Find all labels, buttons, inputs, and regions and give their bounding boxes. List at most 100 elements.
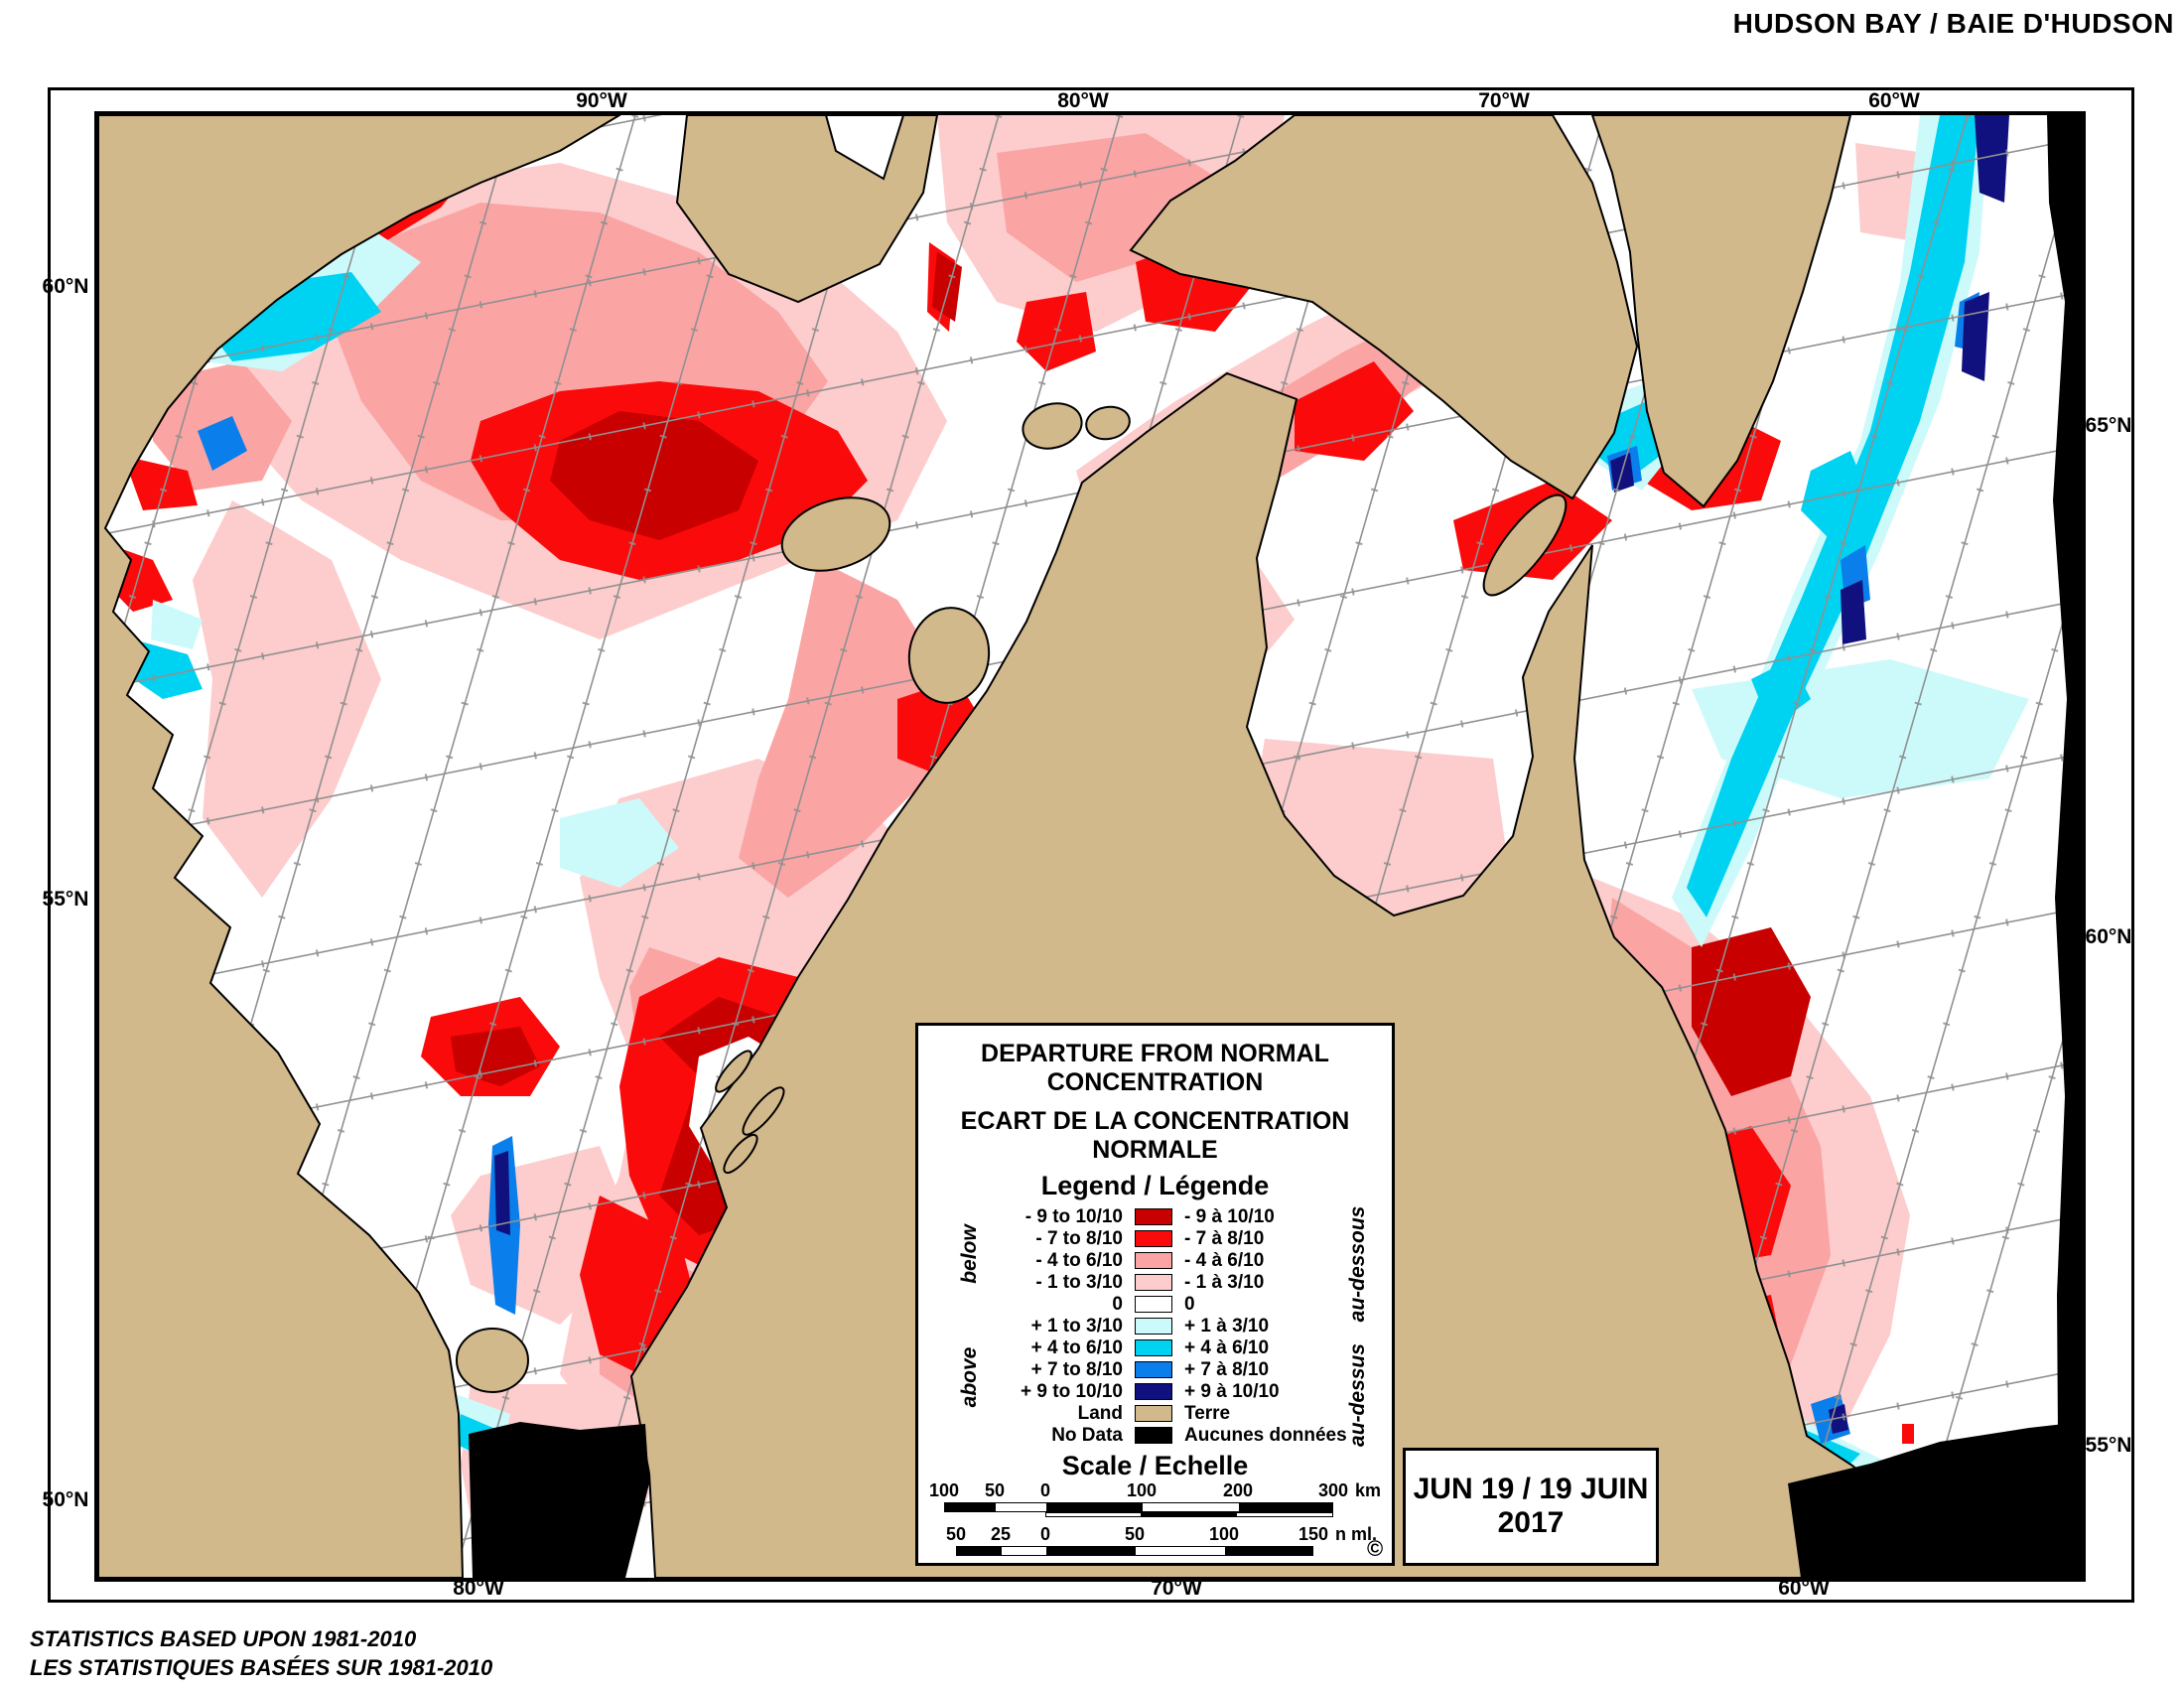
legend-heading: Legend / Légende	[1040, 1171, 1270, 1200]
land-akimiski-island	[456, 1328, 529, 1393]
page-title: HUDSON BAY / BAIE D'HUDSON	[1732, 8, 2174, 39]
legend-label-en: + 9 to 10/10	[1021, 1381, 1123, 1402]
legend-label-fr: - 7 à 8/10	[1184, 1228, 1265, 1249]
land-belcher-islet-1	[715, 1050, 752, 1093]
legend-swatch	[1135, 1339, 1172, 1356]
scale-km-label: 200	[1222, 1480, 1254, 1500]
legend-row: + 9 to 10/10 + 9 à 10/10	[918, 1381, 1392, 1403]
lat-label-right-65n: 65°N	[2085, 414, 2132, 437]
land-belcher-islet-2	[742, 1086, 785, 1136]
legend-label-en: + 7 to 8/10	[1030, 1359, 1123, 1380]
date-line1: JUN 19 / 19 JUIN	[1413, 1473, 1649, 1505]
statistics-note-en: STATISTICS BASED UPON 1981-2010	[30, 1626, 417, 1651]
scale-nm-label: 150	[1297, 1524, 1329, 1544]
date-box: JUN 19 / 19 JUIN 2017	[1403, 1448, 1659, 1566]
scale-km-label: 300	[1317, 1480, 1349, 1500]
legend-side-label-below: below	[958, 1224, 981, 1284]
date-line2: 2017	[1497, 1506, 1565, 1539]
scale-bar-nm	[956, 1546, 1313, 1556]
legend-title-en-line2: CONCENTRATION	[1046, 1068, 1264, 1096]
legend-swatch	[1135, 1361, 1172, 1378]
land-nottingham-island	[1022, 402, 1083, 450]
scale-km-label: 50	[984, 1480, 1006, 1500]
legend-swatch	[1135, 1230, 1172, 1247]
legend-label-fr: - 4 à 6/10	[1184, 1250, 1265, 1271]
lon-label-bottom-70w: 70°W	[1151, 1577, 1202, 1600]
land-belcher-islet-3	[723, 1133, 758, 1175]
scale-km-label: 0	[1039, 1480, 1050, 1500]
legend-side-label-au-dessous: au-dessous	[1346, 1205, 1369, 1323]
scale-nm-label: 50	[1124, 1524, 1146, 1544]
land-salisbury-island	[1085, 405, 1131, 441]
legend-row: No Data Aucunes données	[918, 1425, 1392, 1447]
legend-swatch	[1135, 1405, 1172, 1422]
land-baffin-west	[1129, 115, 1639, 500]
lat-label-right-60n: 60°N	[2085, 925, 2132, 948]
no-data-right-strip	[2047, 115, 2082, 1578]
scale-bar-km-secondary	[1045, 1512, 1333, 1517]
lon-label-bottom-60w: 60°W	[1778, 1577, 1830, 1600]
legend-title-fr-line2: NORMALE	[1092, 1136, 1218, 1164]
legend-swatch	[1135, 1208, 1172, 1225]
scale-km-label: 100	[928, 1480, 960, 1500]
scale-bar-km	[944, 1502, 1333, 1512]
copyright-symbol: ©	[1367, 1536, 1384, 1561]
legend-swatch	[1135, 1318, 1172, 1335]
legend-label-fr: + 1 à 3/10	[1184, 1316, 1270, 1336]
legend-label-en: Land	[1077, 1403, 1123, 1424]
legend-title-en-line1: DEPARTURE FROM NORMAL	[981, 1040, 1329, 1067]
lat-label-left-50n: 50°N	[42, 1488, 89, 1511]
scale-nm-label: 50	[945, 1524, 967, 1544]
legend-label-en: - 1 to 3/10	[1035, 1272, 1123, 1293]
legend-label-fr: Aucunes données	[1184, 1425, 1347, 1446]
legend-swatch	[1135, 1383, 1172, 1400]
land-resolution-island	[1482, 493, 1568, 597]
statistics-note-fr: LES STATISTIQUES BASÉES SUR 1981-2010	[30, 1655, 493, 1680]
scale-km-unit: km	[1355, 1480, 1382, 1500]
legend-row: - 9 to 10/10 - 9 à 10/10	[918, 1206, 1392, 1228]
legend-panel: DEPARTURE FROM NORMAL CONCENTRATION ECAR…	[915, 1023, 1395, 1566]
legend-label-fr: Terre	[1184, 1403, 1231, 1424]
lat-label-left-60n: 60°N	[42, 275, 89, 298]
lat-label-left-55n: 55°N	[42, 888, 89, 911]
legend-row: - 1 to 3/10 - 1 à 3/10	[918, 1272, 1392, 1294]
scale-km-label: 100	[1126, 1480, 1158, 1500]
land-baffin-east	[1590, 115, 1852, 508]
legend-row: + 4 to 6/10 + 4 à 6/10	[918, 1337, 1392, 1359]
legend-label-fr: - 1 à 3/10	[1184, 1272, 1265, 1293]
scale-nm-label: 25	[990, 1524, 1012, 1544]
legend-label-fr: - 9 à 10/10	[1184, 1206, 1275, 1227]
legend-swatch	[1135, 1427, 1172, 1444]
legend-title-fr-line1: ECART DE LA CONCENTRATION	[960, 1107, 1350, 1135]
land-mansel-island	[907, 607, 991, 704]
land-coats-island	[780, 496, 891, 572]
legend-label-fr: 0	[1184, 1294, 1195, 1315]
no-data-james-bay	[469, 1422, 649, 1578]
legend-row: + 7 to 8/10 + 7 à 8/10	[918, 1359, 1392, 1381]
legend-rows: - 9 to 10/10 - 9 à 10/10 - 7 to 8/10 - 7 à…	[918, 1206, 1392, 1447]
lon-label-top-80w: 80°W	[1057, 89, 1109, 112]
legend-label-fr: + 9 à 10/10	[1184, 1381, 1280, 1402]
legend-label-en: - 4 to 6/10	[1035, 1250, 1123, 1271]
lon-label-top-60w: 60°W	[1868, 89, 1920, 112]
legend-label-en: 0	[1112, 1294, 1123, 1315]
legend-row: - 7 to 8/10 - 7 à 8/10	[918, 1228, 1392, 1250]
lat-label-right-55n: 55°N	[2085, 1434, 2132, 1457]
no-data-layer	[469, 115, 2082, 1578]
legend-swatch	[1135, 1296, 1172, 1313]
lon-label-bottom-80w: 80°W	[453, 1577, 504, 1600]
legend-label-fr: + 7 à 8/10	[1184, 1359, 1270, 1380]
statistics-note: STATISTICS BASED UPON 1981-2010 LES STAT…	[30, 1624, 492, 1682]
southampton-bay-notch	[824, 115, 905, 181]
legend-row: + 1 to 3/10 + 1 à 3/10	[918, 1316, 1392, 1337]
lon-label-top-90w: 90°W	[576, 89, 627, 112]
map-outer-frame	[48, 87, 2134, 1603]
scale-nm-label: 100	[1208, 1524, 1240, 1544]
legend-label-en: - 7 to 8/10	[1035, 1228, 1123, 1249]
scale-heading: Scale / Echelle	[1061, 1451, 1249, 1480]
legend-label-en: + 1 to 3/10	[1030, 1316, 1123, 1336]
legend-row: Land Terre	[918, 1403, 1392, 1425]
legend-label-en: - 9 to 10/10	[1024, 1206, 1123, 1227]
